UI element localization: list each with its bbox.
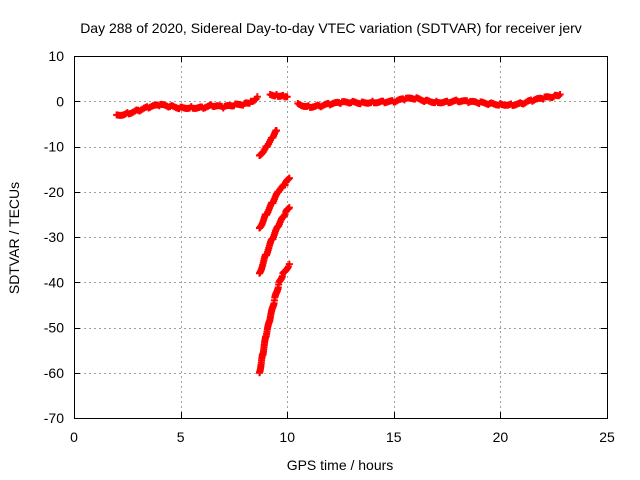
series-main-trace-early bbox=[113, 93, 261, 119]
data-point-fill bbox=[248, 95, 260, 106]
data-point-fill bbox=[242, 99, 254, 107]
series-drop-segment-2 bbox=[255, 174, 293, 232]
data-point-fill bbox=[231, 100, 247, 109]
y-tick-label: 0 bbox=[56, 93, 64, 109]
data-points bbox=[113, 90, 564, 377]
series-main-trace-late bbox=[294, 90, 564, 111]
data-point-fill bbox=[262, 235, 276, 259]
y-tick-label: -40 bbox=[44, 274, 64, 290]
data-point bbox=[285, 260, 293, 268]
data-point-fill bbox=[266, 299, 278, 320]
y-tick-label: -30 bbox=[44, 229, 64, 245]
data-point bbox=[273, 127, 281, 135]
series-drop-segment-4 bbox=[255, 260, 293, 377]
data-point-fill bbox=[256, 251, 269, 276]
data-point-fill bbox=[268, 91, 279, 100]
x-tick-label: 0 bbox=[70, 429, 78, 445]
series-main-trace-mid bbox=[266, 90, 291, 101]
y-tick-label: -70 bbox=[44, 410, 64, 426]
data-point bbox=[285, 174, 293, 182]
data-point-fill bbox=[349, 97, 364, 108]
x-tick-label: 10 bbox=[279, 429, 295, 445]
y-tick-label: -20 bbox=[44, 184, 64, 200]
data-point bbox=[253, 93, 261, 101]
x-tick-label: 20 bbox=[493, 429, 509, 445]
axis-ticks: 0 5 10 15 20 25 10 0 -10 -20 -30 -40 -50 -60 -70 bbox=[44, 48, 615, 445]
y-tick-label: 10 bbox=[48, 48, 64, 64]
y-axis-label: SDTVAR / TECUs bbox=[6, 182, 22, 294]
y-tick-label: -50 bbox=[44, 320, 64, 336]
y-tick-label: -60 bbox=[44, 365, 64, 381]
data-point-fill bbox=[551, 91, 563, 100]
data-point-fill bbox=[381, 97, 396, 107]
series-drop-segment-1 bbox=[255, 126, 281, 160]
data-point bbox=[285, 204, 293, 212]
chart-title: Day 288 of 2020, Sidereal Day-to-day VTE… bbox=[80, 20, 582, 36]
data-point-fill bbox=[167, 102, 183, 113]
x-axis-label: GPS time / hours bbox=[287, 457, 394, 473]
series-drop-segment-3 bbox=[255, 204, 293, 277]
x-tick-label: 25 bbox=[599, 429, 615, 445]
x-tick-label: 15 bbox=[386, 429, 402, 445]
y-tick-label: -10 bbox=[44, 139, 64, 155]
data-point bbox=[283, 93, 291, 101]
x-tick-label: 5 bbox=[177, 429, 185, 445]
data-point-fill bbox=[271, 283, 282, 301]
data-point bbox=[556, 90, 564, 98]
